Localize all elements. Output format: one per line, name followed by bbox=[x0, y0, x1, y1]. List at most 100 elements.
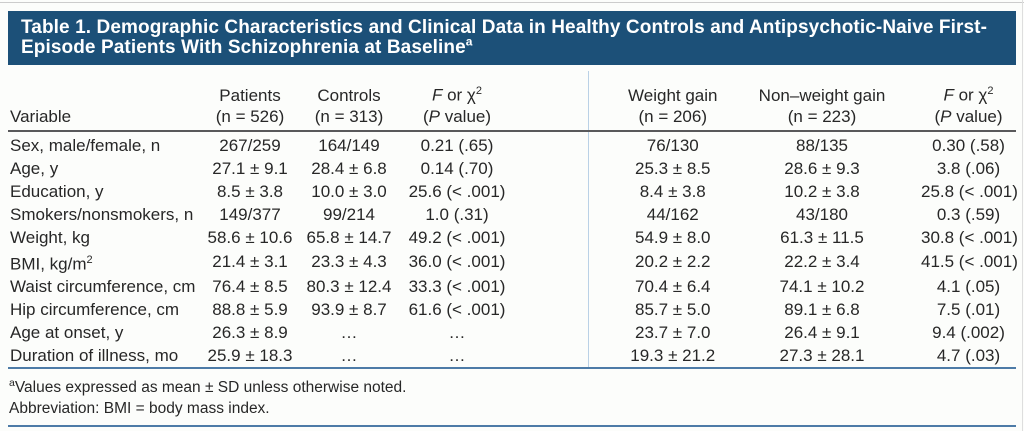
table-cell: 9.4 (.002) bbox=[932, 323, 1005, 343]
table-cell: 85.7 ± 5.0 bbox=[635, 300, 711, 320]
column-header-f-chi-left: F or χ2 (P value) bbox=[393, 71, 521, 132]
table-cell: 149/377 bbox=[219, 204, 281, 224]
table-cell: 65.8 ± 14.7 bbox=[306, 227, 392, 247]
table-row: Waist circumference, cm 76.4 ± 8.5 80.3 ± … bbox=[8, 275, 1016, 299]
table-cell: 30.8 (< .001) bbox=[921, 227, 1018, 247]
table-row: Duration of illness, mo 25.9 ± 18.3 … … 19.3… bbox=[8, 344, 1016, 369]
table-cell: 93.9 ± 8.7 bbox=[311, 300, 387, 320]
table-row: Smokers/nonsmokers, n 149/377 99/214 1.0 (.… bbox=[8, 202, 1016, 226]
table-cell: 49.2 (< .001) bbox=[408, 227, 506, 247]
table-cell: 27.3 ± 28.1 bbox=[779, 346, 865, 366]
table-title-footnote-marker: a bbox=[465, 34, 473, 49]
table-title-band: Table 1. Demographic Characteristics and… bbox=[8, 11, 1016, 65]
table-cell: 28.6 ± 9.3 bbox=[784, 158, 860, 178]
column-header-patients: Patients (n = 526) bbox=[195, 71, 305, 132]
page-top-hairline bbox=[0, 2, 1024, 3]
table-cell: 267/259 bbox=[219, 135, 281, 155]
table-row: Age, y 27.1 ± 9.1 28.4 ± 6.8 0.14 (.70) 25.3… bbox=[8, 156, 1016, 180]
column-header-non-weight-gain: Non–weight gain (n = 223) bbox=[743, 71, 901, 132]
table-cell: 4.1 (.05) bbox=[936, 277, 1001, 297]
group-divider-cell bbox=[521, 179, 589, 203]
column-header-weight-gain: Weight gain (n = 206) bbox=[588, 71, 743, 132]
page-edge-line bbox=[1022, 0, 1023, 431]
row-label: Sex, male/female, n bbox=[10, 135, 161, 155]
table-cell: 54.9 ± 8.0 bbox=[635, 227, 711, 247]
table-cell: 0.30 (.58) bbox=[932, 135, 1005, 155]
table-header: Variable Patients (n = 526) Controls (n … bbox=[8, 71, 1016, 132]
table-cell: 22.2 ± 3.4 bbox=[784, 252, 860, 272]
table-cell: 70.4 ± 6.4 bbox=[635, 277, 711, 297]
row-label: Education, y bbox=[10, 181, 104, 201]
table-cell: 41.5 (< .001) bbox=[921, 252, 1018, 272]
table-cell: 4.7 (.03) bbox=[936, 346, 1001, 366]
row-label: Waist circumference, cm bbox=[10, 277, 196, 297]
group-divider-cell bbox=[521, 344, 589, 369]
table-cell: 26.3 ± 8.9 bbox=[212, 323, 288, 343]
table-footnotes: aValues expressed as mean ± SD unless ot… bbox=[8, 369, 1016, 428]
table-cell: 76/130 bbox=[646, 135, 699, 155]
group-divider-cell bbox=[521, 248, 589, 276]
table-cell: 58.6 ± 10.6 bbox=[207, 227, 293, 247]
group-divider-cell bbox=[521, 275, 589, 299]
table-cell: 89.1 ± 6.8 bbox=[784, 300, 860, 320]
table-cell: 25.9 ± 18.3 bbox=[207, 346, 293, 366]
table-cell: 80.3 ± 12.4 bbox=[306, 277, 392, 297]
footnote: Abbreviation: BMI = body mass index. bbox=[9, 400, 270, 418]
table-cell: 44/162 bbox=[646, 204, 699, 224]
demographics-table: Variable Patients (n = 526) Controls (n … bbox=[8, 71, 1018, 369]
table-cell: … bbox=[448, 346, 466, 366]
table-cell: 21.4 ± 3.1 bbox=[212, 252, 288, 272]
table-cell: 1.0 (.31) bbox=[425, 204, 489, 224]
table-cell: 61.3 ± 11.5 bbox=[780, 227, 864, 247]
column-header-controls: Controls (n = 313) bbox=[305, 71, 393, 132]
table-cell: 99/214 bbox=[323, 204, 375, 224]
table-cell: 3.8 (.06) bbox=[936, 158, 1001, 178]
table-cell: 74.1 ± 10.2 bbox=[779, 277, 865, 297]
row-label: Smokers/nonsmokers, n bbox=[10, 204, 194, 224]
table-cell: 61.6 (< .001) bbox=[408, 300, 506, 320]
table-cell: 10.2 ± 3.8 bbox=[784, 181, 860, 201]
group-divider-cell bbox=[521, 225, 589, 249]
column-header-f-chi-right: F or χ2 (P value) bbox=[901, 71, 1016, 132]
table-1-figure: Table 1. Demographic Characteristics and… bbox=[8, 11, 1018, 428]
table-cell: 25.3 ± 8.5 bbox=[635, 158, 711, 178]
column-header-variable: Variable bbox=[8, 71, 195, 132]
table-cell: 19.3 ± 21.2 bbox=[630, 346, 716, 366]
table-row: Hip circumference, cm 88.8 ± 5.9 93.9 ± 8.… bbox=[8, 298, 1016, 322]
group-divider-cell bbox=[521, 321, 589, 345]
row-label: BMI, kg/m2 bbox=[10, 253, 93, 274]
group-divider-cell bbox=[521, 130, 589, 157]
table-cell: 0.21 (.65) bbox=[420, 135, 494, 155]
table-cell: 25.8 (< .001) bbox=[921, 181, 1018, 201]
table-cell: 164/149 bbox=[318, 135, 380, 155]
table-row: Age at onset, y 26.3 ± 8.9 … … 23.7 ± 7.0 26.… bbox=[8, 321, 1016, 345]
table-cell: 88.8 ± 5.9 bbox=[212, 300, 288, 320]
group-divider-header-cell bbox=[521, 71, 589, 132]
table-cell: 26.4 ± 9.1 bbox=[784, 323, 860, 343]
table-cell: 23.3 ± 4.3 bbox=[311, 252, 387, 272]
table-cell: 23.7 ± 7.0 bbox=[635, 323, 711, 343]
table-row: Sex, male/female, n 267/259 164/149 0.21 (.… bbox=[8, 130, 1016, 157]
table-cell: 0.3 (.59) bbox=[936, 204, 1001, 224]
table-row: Weight, kg 58.6 ± 10.6 65.8 ± 14.7 49.2 (< … bbox=[8, 225, 1018, 249]
group-divider-cell bbox=[521, 202, 589, 226]
table-cell: 8.5 ± 3.8 bbox=[216, 181, 284, 201]
row-label: Age at onset, y bbox=[10, 323, 124, 343]
table-cell: 0.14 (.70) bbox=[420, 158, 494, 178]
table-cell: 27.1 ± 9.1 bbox=[212, 158, 288, 178]
row-label: Weight, kg bbox=[10, 227, 91, 247]
table-cell: 7.5 (.01) bbox=[936, 300, 1001, 320]
table-body: Sex, male/female, n 267/259 164/149 0.21 (.… bbox=[8, 130, 1018, 369]
table-row: BMI, kg/m2 21.4 ± 3.1 23.3 ± 4.3 36.0 (< .0… bbox=[8, 248, 1018, 276]
table-cell: 20.2 ± 2.2 bbox=[635, 252, 711, 272]
table-cell: 10.0 ± 3.0 bbox=[311, 181, 387, 201]
table-cell: 33.3 (< .001) bbox=[408, 277, 506, 297]
table-cell: 36.0 (< .001) bbox=[408, 252, 506, 272]
table-cell: 28.4 ± 6.8 bbox=[311, 158, 387, 178]
table-cell: 88/135 bbox=[796, 135, 848, 155]
table-cell: 8.4 ± 3.8 bbox=[639, 181, 706, 201]
table-row: Education, y 8.5 ± 3.8 10.0 ± 3.0 25.6 (< .… bbox=[8, 179, 1018, 203]
group-divider-cell bbox=[521, 156, 589, 180]
row-label: Age, y bbox=[10, 158, 59, 178]
table-cell: … bbox=[340, 346, 358, 366]
